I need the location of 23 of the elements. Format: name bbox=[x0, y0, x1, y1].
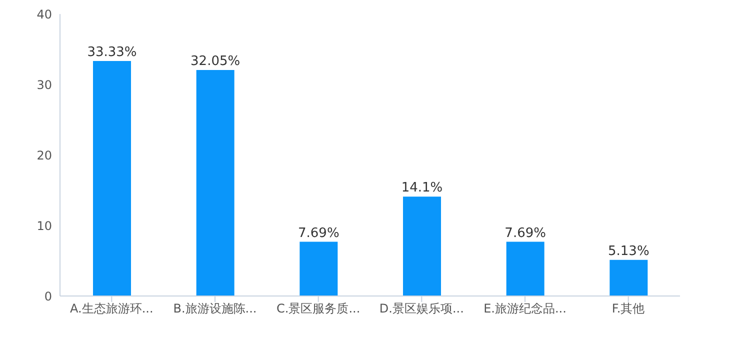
data-label: 32.05% bbox=[190, 54, 240, 70]
data-label: 33.33% bbox=[87, 45, 137, 60]
bar bbox=[506, 242, 544, 296]
bar bbox=[300, 242, 338, 296]
bar bbox=[93, 61, 131, 296]
y-tick-label: 30 bbox=[36, 78, 52, 92]
y-tick-label: 20 bbox=[36, 148, 52, 162]
y-tick-label: 10 bbox=[36, 218, 52, 233]
bar bbox=[610, 260, 648, 296]
y-tick-label: 0 bbox=[44, 289, 52, 304]
x-tick-label: D.景区娱乐项... bbox=[379, 302, 464, 316]
x-tick-label: C.景区服务质... bbox=[276, 302, 360, 316]
data-label: 14.1% bbox=[401, 180, 443, 196]
x-tick-label: F.其他 bbox=[612, 302, 645, 316]
x-tick-label: A.生态旅游环... bbox=[70, 302, 154, 316]
y-tick-label: 40 bbox=[36, 7, 52, 22]
x-tick-label: B.旅游设施陈... bbox=[173, 302, 257, 316]
bar bbox=[196, 70, 234, 296]
data-label: 7.69% bbox=[298, 226, 340, 241]
data-label: 5.13% bbox=[608, 244, 650, 259]
bar bbox=[403, 196, 441, 296]
data-label: 7.69% bbox=[504, 226, 546, 241]
x-tick-label: E.旅游纪念品... bbox=[484, 302, 566, 316]
